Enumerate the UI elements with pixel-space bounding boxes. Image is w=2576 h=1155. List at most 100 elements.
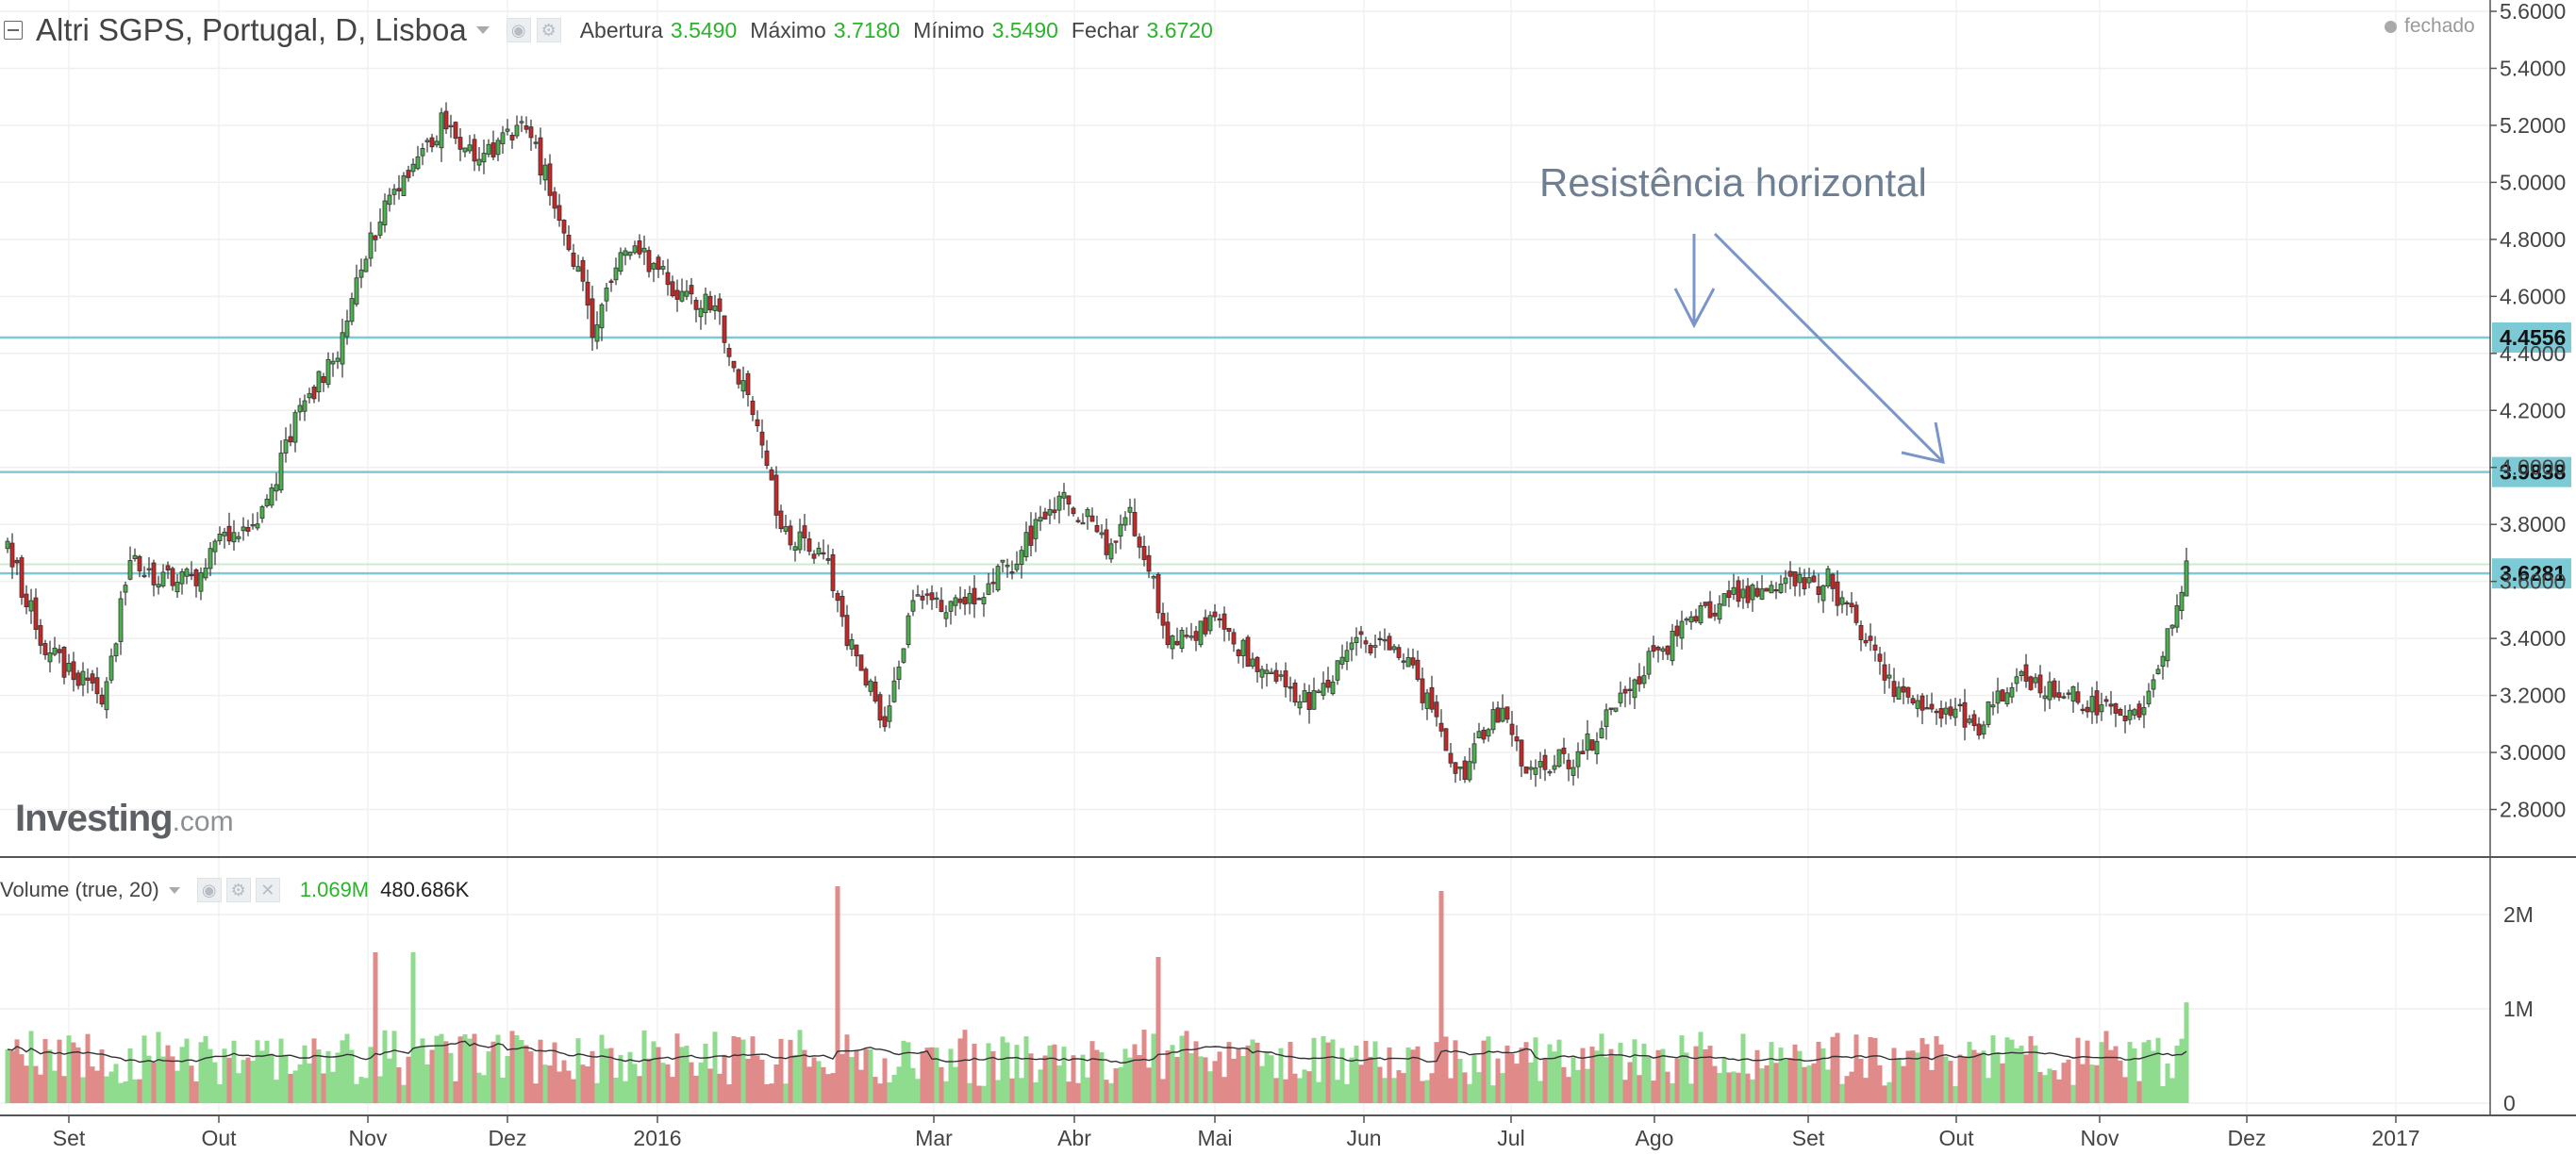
candle [712,294,718,320]
volume-bar [1901,1065,1906,1103]
candle [849,633,855,657]
candle [566,225,572,252]
volume-bar [1495,1058,1501,1103]
volume-bar [391,1031,397,1103]
symbol-title[interactable]: Altri SGPS, Portugal, D, Lisboa [36,12,467,47]
candle [1193,625,1199,652]
candle [1792,570,1798,597]
status-text: fechado [2404,15,2475,37]
volume-bar [1641,1043,1647,1103]
collapse-icon[interactable] [4,21,23,40]
volume-bar [1457,1059,1463,1103]
candle [1500,694,1505,723]
volume-bar [712,1031,718,1103]
volume-bar [1703,1049,1708,1103]
candle [1811,569,1817,583]
candle [472,134,477,172]
volume-bar [707,1068,713,1103]
candle [1585,719,1590,760]
candle [896,660,902,690]
volume-bar [1717,1072,1722,1103]
volume-bar [1146,1067,1152,1103]
volume-bar [1434,1042,1439,1103]
candle [462,147,468,157]
volume-bar [33,1065,39,1103]
volume-bar [792,1054,798,1103]
x-tick-label: Set [1792,1126,1825,1150]
volume-bar [2061,1063,2067,1103]
volume-bar [1835,1032,1840,1103]
eye-icon[interactable]: ◉ [506,18,531,42]
candle [495,137,501,161]
candle [259,504,265,523]
candle [2028,675,2034,691]
candle [1721,593,1727,606]
volume-bar [354,1083,359,1103]
volume-bar [1853,1034,1859,1103]
volume-bar [292,1070,298,1103]
volume-bar [486,1051,491,1103]
candle [1179,627,1185,652]
candle [1688,611,1694,630]
candle [1420,668,1425,711]
candle [1184,627,1189,639]
volume-bar [2094,1064,2100,1103]
candle [1929,692,1935,713]
volume-title[interactable]: Volume (true, 20) [0,878,159,901]
candle [750,396,756,421]
candle [1481,726,1487,744]
candle [1457,766,1463,782]
volume-bar [1118,1066,1123,1103]
volume-bar [1203,1057,1208,1103]
candle [1943,701,1949,725]
volume-caret-icon[interactable] [168,886,180,894]
volume-bar [94,1070,100,1103]
candle [486,139,491,157]
candle [457,127,463,162]
x-tick-label: Jun [1346,1126,1381,1150]
volume-bar [1410,1049,1416,1103]
volume-bar [2118,1060,2123,1103]
volume-bar [1693,1046,1699,1103]
candle [1542,749,1548,782]
volume-bar [1009,1078,1015,1103]
volume-bar [2000,1063,2005,1103]
volume-bar [1740,1033,1746,1103]
candle [623,247,628,266]
candle [1552,754,1557,774]
volume-close-icon[interactable]: ✕ [255,878,280,902]
candle [726,343,732,367]
candle [156,575,161,595]
volume-bar [1330,1039,1336,1103]
volume-bar [1023,1036,1029,1103]
price-marker: 3.9838 [2492,456,2571,487]
volume-eye-icon[interactable]: ◉ [196,878,222,902]
volume-bar [302,1045,307,1103]
candle [1207,611,1213,635]
price-marker: 4.4556 [2492,322,2571,353]
x-tick-label: Jul [1497,1126,1524,1150]
candle [118,590,124,655]
volume-gear-icon[interactable]: ⚙ [225,878,251,902]
volume-bar [2047,1068,2052,1103]
candle [755,410,760,433]
volume-bar [698,1062,704,1103]
candle [2165,628,2170,668]
symbol-caret-icon[interactable] [475,26,490,34]
candle [641,235,647,266]
price-marker: 3.6281 [2492,558,2571,589]
candle [1990,691,1996,716]
volume-bar [141,1035,147,1103]
candle [519,115,524,133]
candle [557,193,562,227]
volume-bar [679,1047,685,1103]
candle [160,564,166,588]
candle [1174,627,1180,647]
volume-bar [1698,1031,1703,1103]
gear-icon[interactable]: ⚙ [536,18,561,42]
candle [684,280,690,301]
volume-bar [1372,1041,1378,1103]
candle [2099,692,2104,721]
volume-bar [594,1082,600,1103]
volume-bar [981,1085,987,1103]
